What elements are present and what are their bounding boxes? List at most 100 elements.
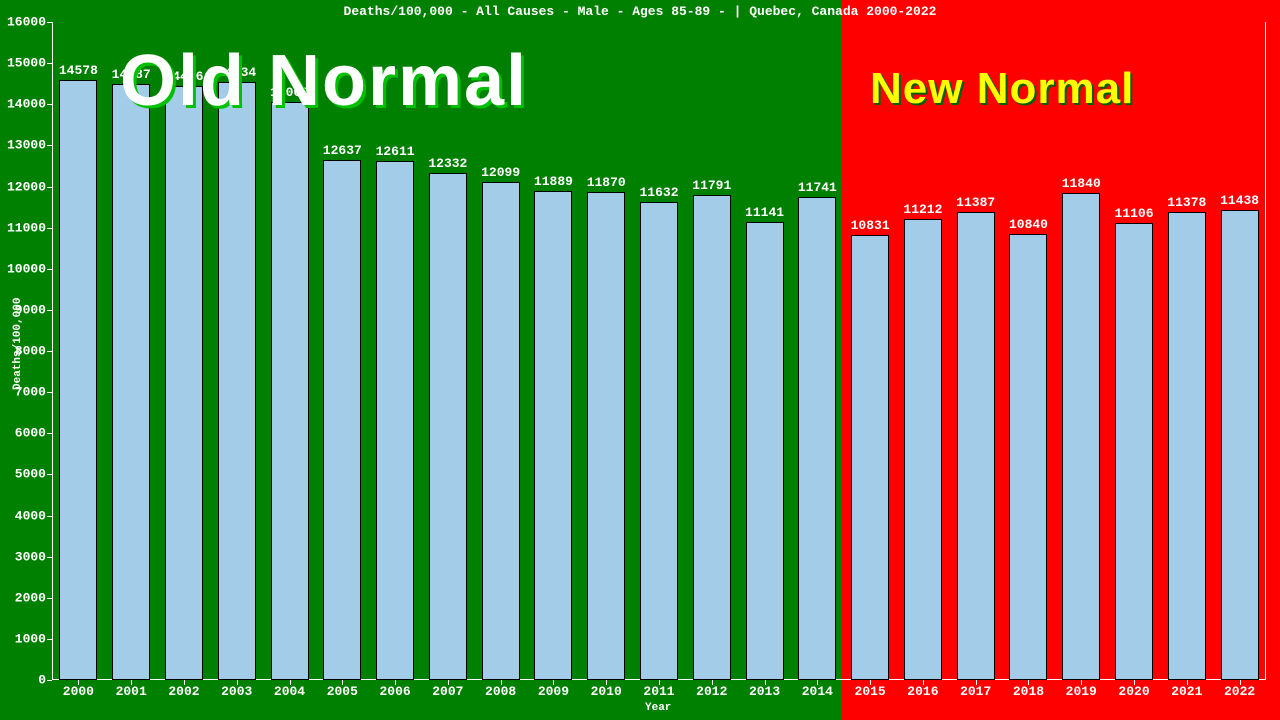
y-tick-label: 14000 [7, 97, 46, 112]
x-tick-label: 2013 [749, 684, 780, 699]
bar [640, 202, 678, 680]
y-tick-label: 10000 [7, 261, 46, 276]
bar [59, 80, 97, 680]
x-tick-label: 2007 [432, 684, 463, 699]
y-tick-mark [47, 22, 52, 23]
x-tick-mark [765, 680, 766, 685]
x-tick-label: 2008 [485, 684, 516, 699]
y-tick-mark [47, 639, 52, 640]
x-tick-label: 2002 [168, 684, 199, 699]
overlay-old-normal: Old Normal [120, 40, 528, 122]
y-tick-mark [47, 269, 52, 270]
y-tick-label: 0 [38, 673, 46, 688]
x-tick-label: 2015 [855, 684, 886, 699]
y-tick-label: 11000 [7, 220, 46, 235]
y-tick-label: 5000 [15, 467, 46, 482]
y-tick-label: 3000 [15, 549, 46, 564]
bar-value-label: 10831 [851, 218, 890, 233]
x-tick-mark [923, 680, 924, 685]
x-tick-label: 2009 [538, 684, 569, 699]
bar [429, 173, 467, 680]
bar [271, 102, 309, 680]
bar [112, 84, 150, 680]
x-tick-label: 2016 [907, 684, 938, 699]
x-tick-mark [501, 680, 502, 685]
bar-value-label: 11840 [1062, 176, 1101, 191]
bar-value-label: 10840 [1009, 217, 1048, 232]
x-tick-mark [1081, 680, 1082, 685]
bar [482, 182, 520, 680]
y-tick-label: 12000 [7, 179, 46, 194]
overlay-new-normal: New Normal [870, 64, 1134, 114]
bar-value-label: 12099 [481, 165, 520, 180]
y-tick-mark [47, 63, 52, 64]
x-tick-label: 2003 [221, 684, 252, 699]
y-axis-line-right [1265, 22, 1266, 680]
y-tick-label: 6000 [15, 426, 46, 441]
bar-value-label: 11741 [798, 180, 837, 195]
bar-value-label: 11632 [639, 185, 678, 200]
x-tick-label: 2022 [1224, 684, 1255, 699]
x-tick-mark [870, 680, 871, 685]
bar-value-label: 12332 [428, 156, 467, 171]
y-tick-mark [47, 104, 52, 105]
x-tick-label: 2000 [63, 684, 94, 699]
y-tick-mark [47, 680, 52, 681]
bar-value-label: 11378 [1167, 195, 1206, 210]
y-tick-mark [47, 145, 52, 146]
bar-value-label: 14578 [59, 63, 98, 78]
y-tick-mark [47, 474, 52, 475]
bar-value-label: 12611 [376, 144, 415, 159]
x-tick-label: 2010 [591, 684, 622, 699]
y-tick-mark [47, 557, 52, 558]
bar [1168, 212, 1206, 680]
x-tick-label: 2004 [274, 684, 305, 699]
bar [218, 82, 256, 680]
y-tick-mark [47, 516, 52, 517]
x-tick-mark [1134, 680, 1135, 685]
x-tick-mark [659, 680, 660, 685]
y-tick-label: 15000 [7, 56, 46, 71]
y-tick-mark [47, 392, 52, 393]
y-tick-mark [47, 351, 52, 352]
x-tick-mark [817, 680, 818, 685]
x-tick-label: 2001 [116, 684, 147, 699]
bar-value-label: 11387 [956, 195, 995, 210]
x-tick-mark [184, 680, 185, 685]
x-tick-label: 2021 [1171, 684, 1202, 699]
bar-value-label: 11791 [692, 178, 731, 193]
bar-value-label: 11212 [903, 202, 942, 217]
y-tick-label: 4000 [15, 508, 46, 523]
bar [1009, 234, 1047, 680]
x-tick-mark [342, 680, 343, 685]
x-tick-mark [237, 680, 238, 685]
chart-canvas: Deaths/100,000 - All Causes - Male - Age… [0, 0, 1280, 720]
x-tick-mark [395, 680, 396, 685]
x-tick-mark [976, 680, 977, 685]
x-tick-label: 2017 [960, 684, 991, 699]
x-tick-mark [606, 680, 607, 685]
x-tick-mark [1240, 680, 1241, 685]
bar [693, 195, 731, 680]
x-tick-mark [290, 680, 291, 685]
bar-value-label: 11889 [534, 174, 573, 189]
x-tick-mark [712, 680, 713, 685]
y-axis-label: Deaths/100,000 [12, 298, 24, 390]
bar [798, 197, 836, 680]
y-tick-mark [47, 598, 52, 599]
y-tick-mark [47, 187, 52, 188]
x-tick-label: 2020 [1118, 684, 1149, 699]
x-tick-label: 2019 [1066, 684, 1097, 699]
bar-value-label: 11870 [587, 175, 626, 190]
x-tick-label: 2011 [643, 684, 674, 699]
y-tick-mark [47, 310, 52, 311]
y-tick-label: 1000 [15, 631, 46, 646]
x-axis-label: Year [645, 702, 671, 714]
x-tick-label: 2014 [802, 684, 833, 699]
y-tick-label: 13000 [7, 138, 46, 153]
x-tick-mark [1028, 680, 1029, 685]
bar-value-label: 11438 [1220, 193, 1259, 208]
x-tick-label: 2005 [327, 684, 358, 699]
x-tick-label: 2018 [1013, 684, 1044, 699]
bar [323, 160, 361, 680]
